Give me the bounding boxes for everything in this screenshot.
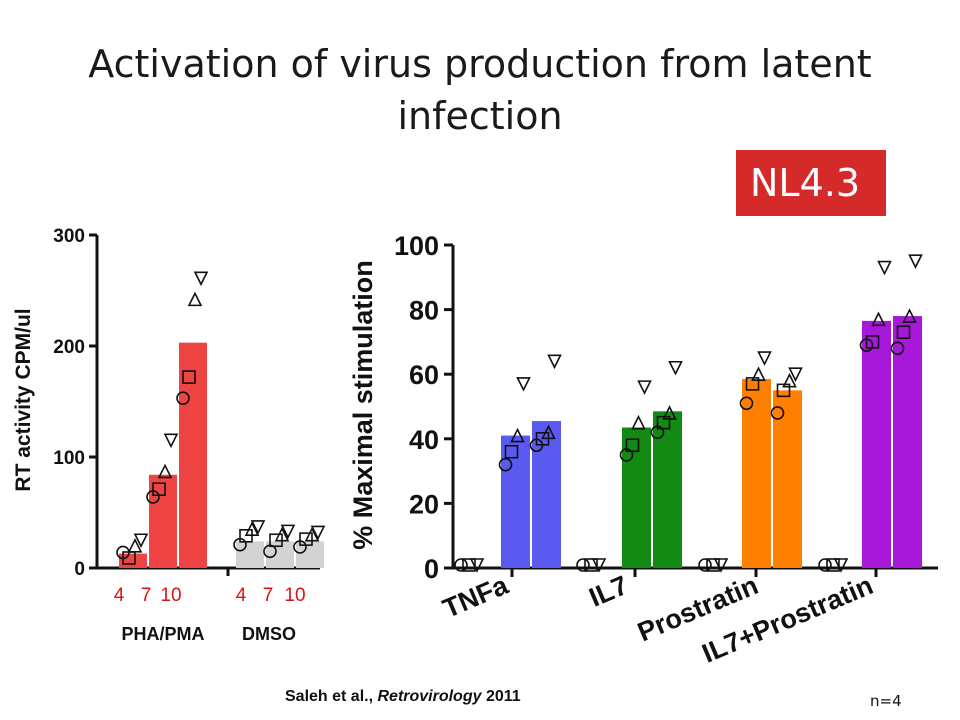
data-point-marker <box>510 427 525 443</box>
x-tick-label-tnfa: TNFa <box>438 570 513 624</box>
data-point-marker <box>890 341 905 356</box>
data-point-marker <box>127 538 143 553</box>
data-point-marker <box>662 405 677 420</box>
x-tick-label: 4 <box>114 585 125 606</box>
bar-il7-2 <box>653 411 682 568</box>
x-tick-label: 7 <box>141 585 152 606</box>
control-point-marker <box>469 558 485 573</box>
data-point-marker <box>865 335 880 349</box>
control-point-marker <box>591 558 607 573</box>
group-label-phapma: PHA/PMA <box>121 624 204 644</box>
bar-prostratin-2 <box>773 390 802 568</box>
data-point-marker <box>250 520 266 535</box>
y-tick-label: 80 <box>409 296 439 326</box>
bar-dmso-4 <box>236 541 264 568</box>
data-point-marker <box>908 254 923 269</box>
data-point-marker <box>871 311 886 327</box>
control-point-marker <box>454 558 468 572</box>
control-point-marker <box>706 558 720 572</box>
slide-title: Activation of virus production from late… <box>88 42 872 138</box>
data-point-marker <box>176 391 190 405</box>
control-point-marker <box>576 558 590 572</box>
data-point-marker <box>310 525 326 541</box>
data-point-marker <box>193 271 209 287</box>
data-point-marker <box>498 457 513 472</box>
data-point-marker <box>280 524 296 540</box>
data-point-marker <box>504 444 519 459</box>
y-tick-label: 0 <box>74 559 85 580</box>
control-point-marker <box>584 558 598 572</box>
y-tick-label: 20 <box>409 489 439 519</box>
data-point-marker <box>547 354 562 370</box>
strain-badge: NL4.3 <box>736 150 886 216</box>
y-tick-label: 60 <box>409 360 439 390</box>
data-point-marker <box>637 380 652 395</box>
data-point-marker <box>776 383 791 398</box>
citation-year: 2011 <box>481 688 521 705</box>
data-point-marker <box>770 406 785 420</box>
data-point-marker <box>133 533 149 549</box>
y-tick-label: 0 <box>424 554 439 584</box>
data-point-marker <box>631 414 646 430</box>
data-point-marker <box>739 396 754 411</box>
data-point-marker <box>187 291 203 307</box>
control-point-marker <box>462 558 476 572</box>
data-point-marker <box>782 372 797 388</box>
data-point-marker <box>299 532 313 546</box>
citation: Saleh et al., Retrovirology 2011 <box>285 688 521 706</box>
data-point-marker <box>757 351 772 366</box>
data-point-marker <box>274 526 290 542</box>
citation-prefix: Saleh et al., <box>285 688 378 705</box>
data-point-marker <box>788 367 803 382</box>
citation-journal: Retrovirology <box>377 688 482 705</box>
data-point-marker <box>163 433 179 449</box>
x-tick-label: 7 <box>263 585 274 606</box>
bar-prostratin-1 <box>742 379 771 568</box>
y-axis-label: RT activity CPM/ul <box>12 308 35 491</box>
y-axis-label: % Maximal stimulation <box>348 260 378 550</box>
data-point-marker <box>745 377 760 391</box>
y-tick-label: 100 <box>53 448 85 469</box>
data-point-marker <box>656 415 671 430</box>
data-point-marker <box>668 360 683 376</box>
sample-size-note: n=4 <box>870 692 902 710</box>
data-point-marker <box>304 526 320 542</box>
data-point-marker <box>516 377 531 392</box>
control-point-marker <box>713 558 729 573</box>
control-point-marker <box>818 558 832 572</box>
y-tick-label: 40 <box>409 425 439 455</box>
group-label-dmso: DMSO <box>242 624 296 644</box>
y-tick-label: 100 <box>394 231 439 261</box>
data-point-marker <box>902 308 917 323</box>
data-point-marker <box>244 521 260 536</box>
control-point-marker <box>698 558 712 572</box>
x-tick-label: 10 <box>160 585 181 606</box>
x-tick-label-il7: IL7 <box>585 570 633 613</box>
data-point-marker <box>152 482 166 496</box>
control-point-marker <box>833 558 849 573</box>
data-point-marker <box>896 325 911 340</box>
y-tick-label: 200 <box>53 337 85 358</box>
y-tick-label: 300 <box>53 226 85 247</box>
control-point-marker <box>826 558 840 572</box>
x-tick-label: 10 <box>284 585 305 606</box>
data-point-marker <box>877 260 892 276</box>
x-tick-label: 4 <box>236 585 247 606</box>
data-point-marker <box>541 424 556 440</box>
data-point-marker <box>157 463 173 479</box>
bar-il7prostratin-1 <box>862 320 891 568</box>
data-point-marker <box>625 438 640 453</box>
bar-il7prostratin-2 <box>893 316 922 568</box>
data-point-marker <box>751 366 766 382</box>
data-point-marker <box>182 370 196 384</box>
